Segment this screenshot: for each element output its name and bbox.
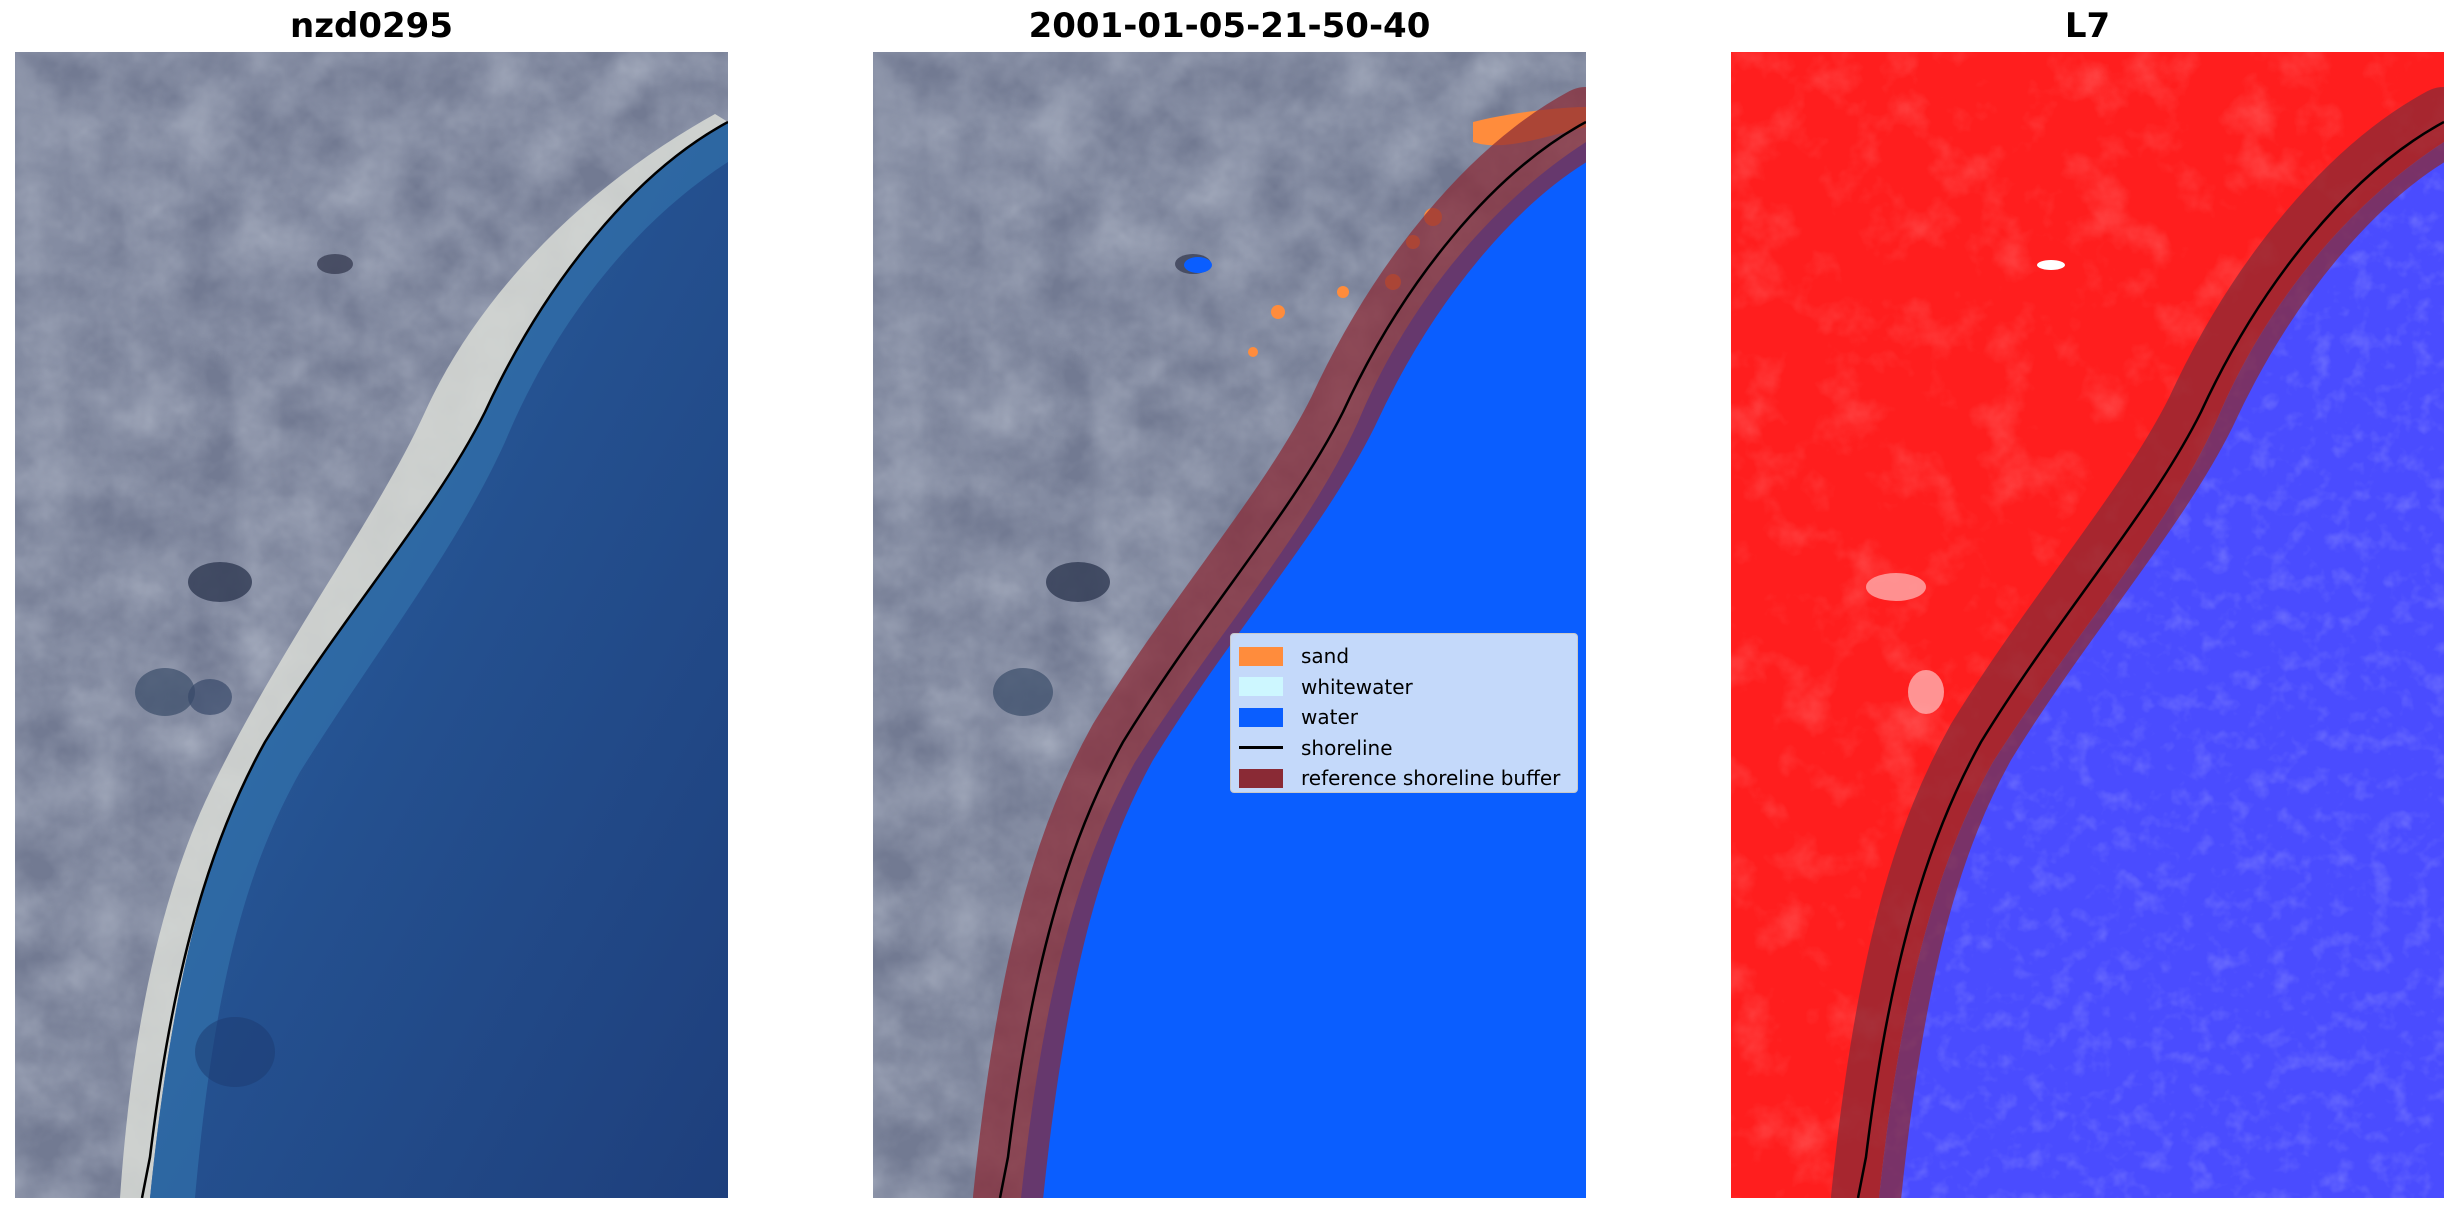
shoreline-line	[1856, 120, 2444, 1198]
shoreline-swatch	[1239, 746, 1283, 750]
shoreline-line	[998, 120, 1586, 1198]
legend-entry-sand: sand	[1239, 641, 1577, 672]
panel-l7: L7	[1731, 0, 2444, 1212]
buffer-swatch	[1239, 768, 1283, 788]
shoreline-line	[140, 120, 728, 1198]
panel-title: nzd0295	[290, 6, 453, 46]
legend-label: shoreline	[1301, 735, 1393, 760]
legend: sand whitewater water shoreline referenc…	[1230, 633, 1578, 793]
whitewater-swatch	[1239, 677, 1283, 697]
legend-label: sand	[1301, 644, 1350, 669]
panel-classification: 2001-01-05-21-50-40	[873, 0, 1586, 1212]
panel-rgb: nzd0295	[15, 0, 728, 1212]
legend-entry-shoreline: shoreline	[1239, 733, 1577, 764]
legend-entry-whitewater: whitewater	[1239, 672, 1577, 703]
legend-label: whitewater	[1301, 674, 1413, 699]
water-swatch	[1239, 707, 1283, 727]
legend-label: reference shoreline buffer	[1301, 766, 1561, 791]
panel-title: L7	[2064, 6, 2111, 46]
panel-title: 2001-01-05-21-50-40	[1028, 6, 1431, 46]
legend-label: water	[1301, 705, 1358, 730]
legend-entry-water: water	[1239, 702, 1577, 733]
legend-entry-buffer: reference shoreline buffer	[1239, 763, 1577, 794]
satellite-image	[15, 52, 728, 1198]
index-image	[1731, 52, 2444, 1198]
classification-image	[873, 52, 1586, 1198]
sand-swatch	[1239, 646, 1283, 666]
